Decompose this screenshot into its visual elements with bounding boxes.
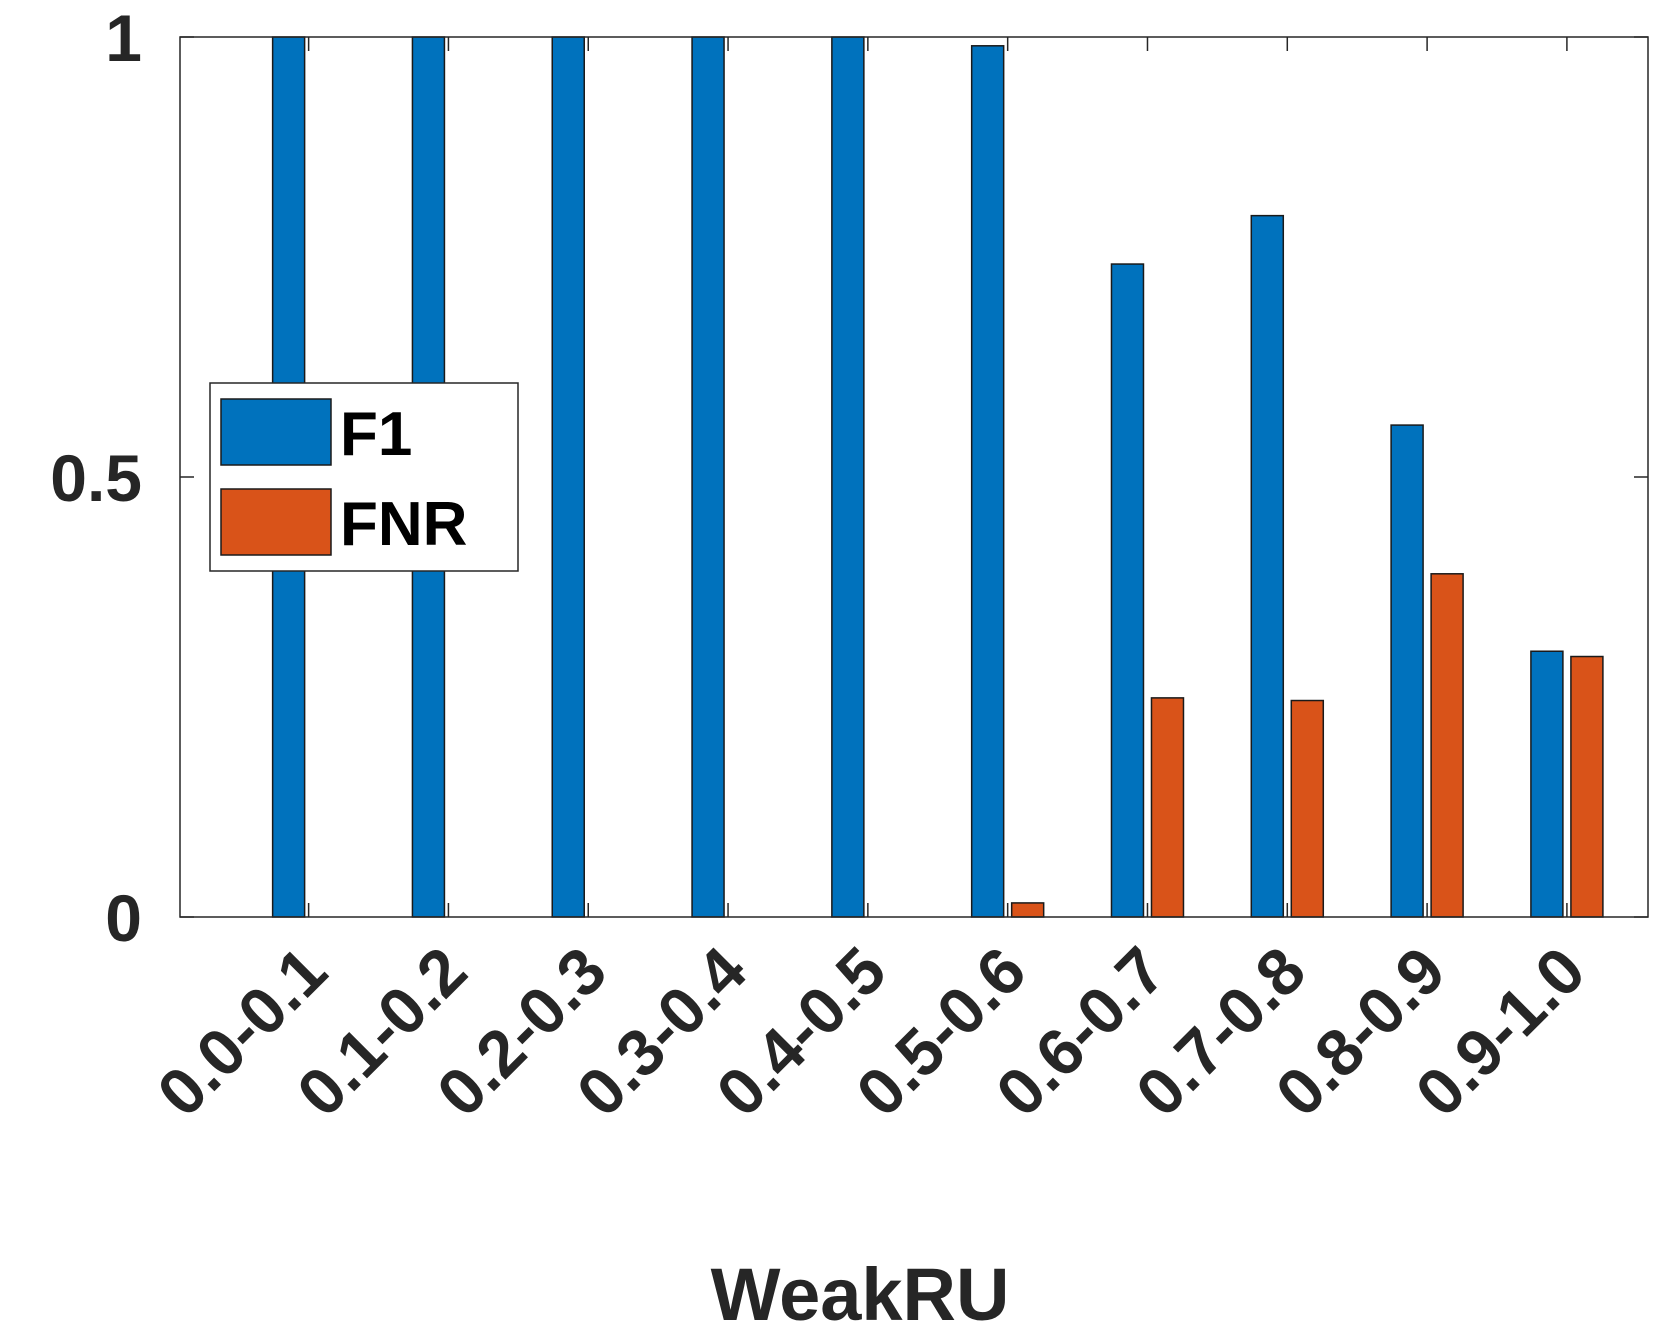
bar-fnr-0.5-0.6	[1010, 902, 1045, 918]
axes-group	[179, 36, 1649, 918]
bar-f1-0.7-0.8	[1250, 214, 1285, 918]
y-tick-label: 0	[105, 881, 142, 955]
bar-fnr-0.6-0.7	[1150, 697, 1185, 918]
bar-f1-0.4-0.5	[831, 36, 865, 918]
bar-f1-0.6-0.7	[1110, 263, 1145, 918]
y-tick-label: 1	[105, 1, 142, 75]
legend-label-fnr: FNR	[340, 490, 467, 559]
bar-f1-0.2-0.3	[551, 36, 585, 918]
bar-f1-0.9-1.0	[1530, 650, 1564, 918]
bar-f1-0.5-0.6	[970, 45, 1005, 918]
bar-fnr-0.8-0.9	[1430, 573, 1464, 918]
bars-group	[271, 36, 1604, 918]
bar-f1-0.3-0.4	[691, 36, 725, 918]
x-axis-label: WeakRU	[711, 1253, 1010, 1329]
legend-label-f1: F1	[340, 400, 412, 469]
bar-fnr-0.7-0.8	[1290, 699, 1325, 918]
legend-swatch-f1	[220, 398, 332, 466]
legend-swatch-fnr	[220, 488, 332, 556]
bar-f1-0.8-0.9	[1390, 424, 1424, 918]
y-tick-labels: 00.51	[50, 1, 142, 955]
legend: F1 FNR	[209, 382, 519, 572]
x-tick-labels: 0.0-0.10.1-0.20.2-0.30.3-0.40.4-0.50.5-0…	[143, 932, 1599, 1130]
y-tick-label: 0.5	[50, 441, 142, 515]
bar-fnr-0.9-1.0	[1570, 655, 1604, 918]
